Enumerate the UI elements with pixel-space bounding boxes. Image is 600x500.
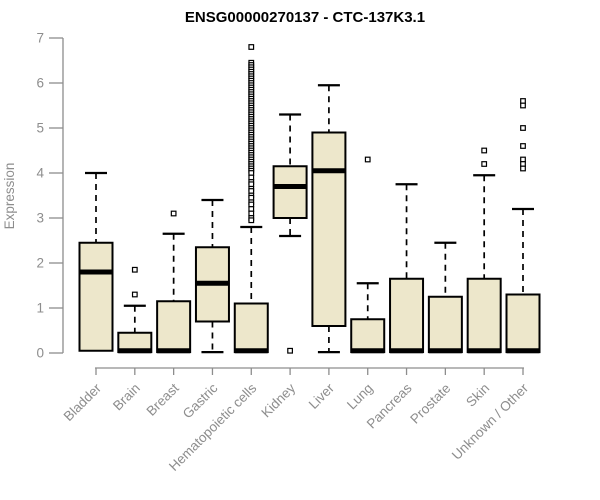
boxplot-hematopoietic-cells [233,44,269,354]
x-category-label: Bladder [61,380,105,424]
x-category-label: Lung [344,381,376,413]
outlier-point [248,217,255,224]
box [389,277,425,354]
outlier-point [287,347,293,354]
boxplot-unknown-other [505,98,541,354]
box [156,300,192,354]
outlier-point [520,125,526,131]
outlier-point [248,44,255,50]
box [466,277,502,354]
outlier-point [520,102,526,109]
box [233,302,269,354]
outlier-point [520,165,526,172]
box [78,241,114,352]
x-category-label: Kidney [258,380,298,420]
boxplot-skin [466,147,502,354]
box [311,131,347,327]
boxplot-prostate [427,241,463,354]
y-tick-label: 3 [36,211,44,226]
y-tick-label: 2 [36,256,44,271]
x-category-label: Prostate [407,381,453,427]
boxplot-bladder [78,171,114,352]
x-category-label: Skin [463,381,492,410]
box [350,318,386,354]
boxplot-pancreas [389,183,425,354]
y-axis-label: Expression [2,163,17,230]
boxplot-gastric [194,198,230,354]
x-category-label: Breast [144,380,182,418]
boxplot-kidney [272,113,308,354]
box [505,293,541,354]
x-category-label: Liver [306,380,338,412]
box-series [78,44,541,354]
outlier-point [131,266,138,273]
box [427,295,463,354]
boxplot-brain [117,266,153,354]
boxplot-liver [311,84,347,354]
outlier-point [170,210,177,217]
outlier-point [481,161,488,167]
outlier-point [520,143,526,149]
y-tick-label: 6 [36,76,44,91]
outlier-point [131,291,138,298]
outlier-point [481,147,488,154]
boxplot-lung [350,156,386,354]
y-tick-label: 4 [36,166,44,181]
y-tick-label: 1 [36,301,44,316]
y-tick-label: 5 [36,121,44,136]
boxplot-breast [156,210,192,354]
outlier-point [364,156,371,163]
x-category-label: Brain [110,381,143,414]
y-tick-label: 7 [36,31,44,46]
y-tick-label: 0 [36,346,44,361]
box [272,165,308,219]
chart-title: ENSG00000270137 - CTC-137K3.1 [185,9,425,26]
